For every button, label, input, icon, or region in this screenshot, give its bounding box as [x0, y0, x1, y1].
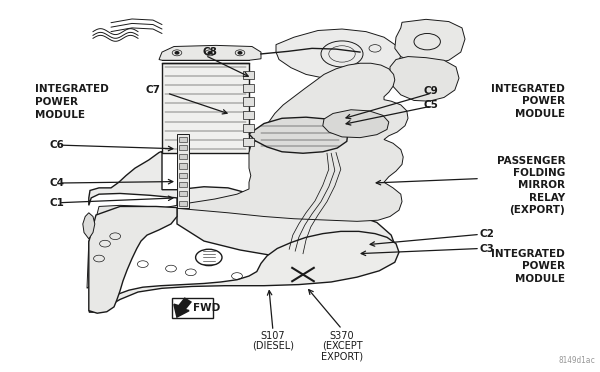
Text: POWER: POWER [522, 96, 565, 106]
Bar [179, 191, 187, 196]
Bar [177, 134, 189, 208]
Text: S370: S370 [329, 331, 355, 340]
Polygon shape [89, 152, 395, 260]
Text: C5: C5 [423, 100, 438, 110]
Polygon shape [174, 298, 191, 317]
Bar [243, 84, 254, 92]
Polygon shape [390, 57, 459, 101]
Bar [179, 182, 187, 187]
Text: FWD: FWD [193, 303, 220, 313]
Bar [243, 124, 254, 132]
Circle shape [175, 52, 179, 54]
Text: POWER: POWER [35, 97, 78, 107]
Text: C8: C8 [203, 47, 217, 57]
Text: MIRROR: MIRROR [518, 180, 565, 190]
Bar [179, 173, 187, 178]
Polygon shape [249, 117, 348, 153]
Bar [179, 201, 187, 206]
Text: C4: C4 [49, 178, 64, 188]
Text: C3: C3 [480, 244, 495, 254]
Polygon shape [83, 213, 95, 239]
Text: PASSENGER: PASSENGER [497, 156, 565, 166]
Text: INTEGRATED: INTEGRATED [35, 84, 109, 94]
Text: C6: C6 [49, 140, 64, 150]
Text: INTEGRATED: INTEGRATED [491, 249, 565, 259]
Text: C7: C7 [146, 85, 161, 95]
Bar [243, 97, 254, 106]
Text: 8149d1ac: 8149d1ac [558, 356, 595, 365]
Bar [243, 71, 254, 79]
Text: (EXPORT): (EXPORT) [509, 205, 565, 215]
Circle shape [208, 52, 212, 54]
Text: S107: S107 [260, 331, 286, 340]
Bar [179, 137, 187, 142]
Circle shape [238, 52, 242, 54]
Polygon shape [323, 110, 389, 138]
Text: MODULE: MODULE [515, 274, 565, 284]
Text: RELAY: RELAY [529, 193, 565, 202]
Text: MODULE: MODULE [35, 110, 85, 120]
Text: C2: C2 [480, 230, 495, 239]
Bar [243, 111, 254, 119]
Text: INTEGRATED: INTEGRATED [491, 84, 565, 93]
Text: (EXCEPT: (EXCEPT [322, 341, 362, 351]
Polygon shape [89, 206, 177, 313]
Polygon shape [89, 231, 399, 312]
Text: POWER: POWER [522, 262, 565, 271]
Polygon shape [87, 63, 408, 288]
Polygon shape [276, 29, 401, 80]
Polygon shape [159, 45, 261, 60]
Bar [179, 145, 187, 150]
Bar [179, 154, 187, 159]
Text: EXPORT): EXPORT) [321, 352, 363, 361]
Polygon shape [395, 19, 465, 64]
Bar [179, 163, 187, 169]
Text: FOLDING: FOLDING [513, 168, 565, 178]
Text: MODULE: MODULE [515, 109, 565, 119]
Bar [243, 138, 254, 146]
Bar [162, 63, 249, 153]
Text: C9: C9 [423, 86, 438, 96]
Text: (DIESEL): (DIESEL) [252, 341, 294, 351]
Text: C1: C1 [49, 198, 64, 208]
